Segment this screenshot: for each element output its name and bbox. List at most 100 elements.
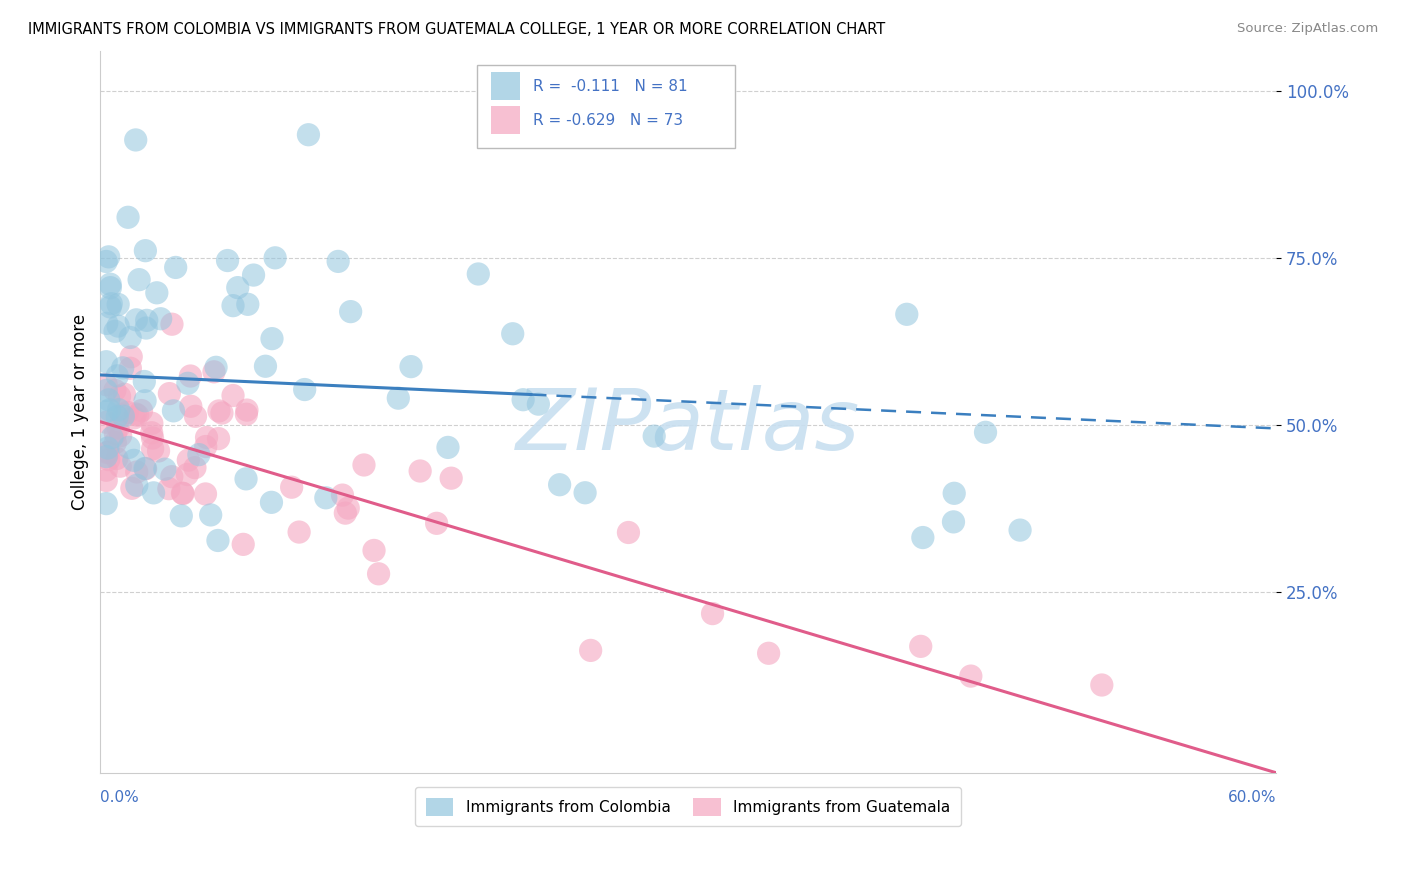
Point [135, 321, 157, 335]
Point [280, 480, 302, 494]
Point [107, 297, 129, 311]
Point [187, 448, 209, 462]
Point [180, 399, 202, 413]
Point [242, 268, 264, 282]
Point [110, 459, 132, 474]
Point [440, 471, 463, 485]
Point [125, 478, 148, 492]
Point [125, 133, 148, 147]
Point [98, 277, 121, 292]
Point [179, 369, 201, 384]
Point [617, 525, 640, 540]
Point [146, 285, 169, 300]
Point [149, 311, 172, 326]
Point [135, 313, 157, 327]
Point [208, 404, 231, 418]
Point [141, 431, 163, 445]
Point [96, 474, 118, 488]
Point [211, 406, 233, 420]
Point [96, 450, 118, 464]
Point [172, 486, 194, 500]
Point [574, 485, 596, 500]
Point [110, 408, 132, 422]
Point [184, 460, 207, 475]
Point [426, 516, 449, 531]
Point [125, 313, 148, 327]
Point [235, 407, 257, 421]
Point [134, 244, 156, 258]
Point [120, 330, 142, 344]
Point [111, 360, 134, 375]
Point [96, 445, 118, 459]
Point [232, 537, 254, 551]
Point [121, 481, 143, 495]
Point [226, 280, 249, 294]
Point [134, 375, 156, 389]
Point [943, 486, 966, 500]
Point [437, 441, 460, 455]
Point [104, 426, 127, 441]
Point [108, 389, 131, 403]
Point [207, 432, 229, 446]
Point [942, 515, 965, 529]
Point [160, 317, 183, 331]
Point [911, 531, 934, 545]
Point [974, 425, 997, 440]
Point [294, 383, 316, 397]
Text: 60.0%: 60.0% [1227, 789, 1277, 805]
Point [160, 469, 183, 483]
Point [122, 410, 145, 425]
Point [254, 359, 277, 374]
Point [98, 300, 121, 314]
Point [125, 465, 148, 479]
Point [96, 254, 118, 268]
Point [135, 461, 157, 475]
Point [177, 376, 200, 391]
Text: 0.0%: 0.0% [100, 789, 139, 805]
Point [96, 377, 118, 392]
FancyBboxPatch shape [491, 106, 520, 134]
Point [236, 297, 259, 311]
Point [337, 501, 360, 516]
Point [141, 417, 163, 431]
Point [124, 407, 146, 421]
Point [107, 319, 129, 334]
Point [96, 317, 118, 331]
Legend: Immigrants from Colombia, Immigrants from Guatemala: Immigrants from Colombia, Immigrants fro… [415, 788, 962, 827]
FancyBboxPatch shape [477, 65, 735, 148]
Point [335, 506, 357, 520]
Point [236, 403, 259, 417]
Point [120, 350, 142, 364]
Point [120, 361, 142, 376]
Point [353, 458, 375, 472]
Point [128, 273, 150, 287]
Point [205, 360, 228, 375]
Point [162, 404, 184, 418]
Point [758, 646, 780, 660]
Point [96, 415, 118, 429]
Point [107, 421, 129, 435]
Point [387, 391, 409, 405]
Point [131, 403, 153, 417]
Point [170, 508, 193, 523]
Point [134, 393, 156, 408]
Point [339, 304, 361, 318]
Point [117, 405, 139, 419]
Point [194, 440, 217, 454]
Point [399, 359, 422, 374]
Point [105, 368, 128, 383]
Point [96, 405, 118, 419]
Point [512, 392, 534, 407]
Point [110, 428, 132, 442]
Point [260, 332, 283, 346]
Point [207, 533, 229, 548]
Point [134, 461, 156, 475]
Text: ZIPatlas: ZIPatlas [516, 384, 860, 467]
Point [367, 566, 389, 581]
Text: R =  -0.111   N = 81: R = -0.111 N = 81 [533, 79, 688, 95]
Point [222, 299, 245, 313]
Point [548, 477, 571, 491]
Point [153, 462, 176, 476]
Point [100, 296, 122, 310]
Point [104, 435, 127, 450]
